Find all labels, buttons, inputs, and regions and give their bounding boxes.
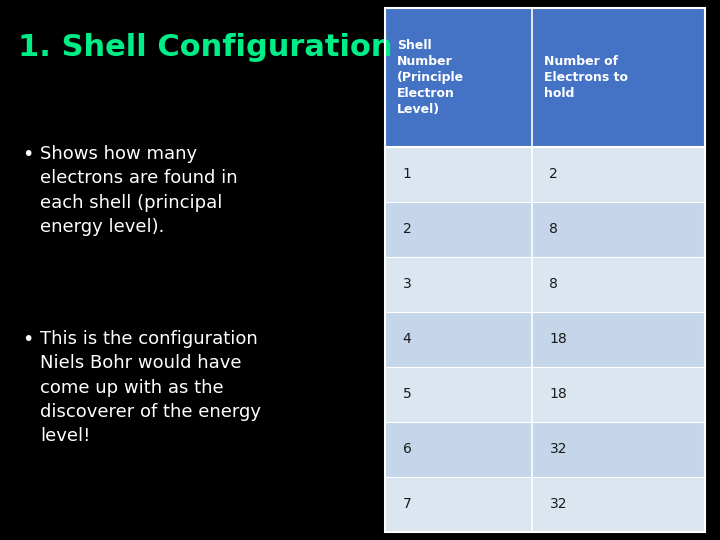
Bar (385, 422, 705, 477)
Bar (385, 147, 705, 202)
Text: 7: 7 (402, 497, 411, 511)
Bar (385, 8, 705, 532)
Text: 6: 6 (402, 442, 412, 456)
Bar (385, 312, 705, 367)
Bar (385, 367, 705, 422)
Bar (385, 257, 705, 312)
Text: 3: 3 (402, 278, 411, 292)
Text: This is the configuration
Niels Bohr would have
come up with as the
discoverer o: This is the configuration Niels Bohr wou… (40, 330, 261, 445)
Text: 1: 1 (402, 167, 412, 181)
Text: •: • (22, 330, 33, 349)
Text: 4: 4 (402, 333, 411, 347)
Text: 2: 2 (549, 167, 558, 181)
Bar (385, 202, 705, 257)
Text: 18: 18 (549, 388, 567, 401)
Text: 2: 2 (402, 222, 411, 237)
Text: 1. Shell Configuration: 1. Shell Configuration (18, 33, 392, 63)
Text: Shell
Number
(Principle
Electron
Level): Shell Number (Principle Electron Level) (397, 39, 464, 116)
Text: 32: 32 (549, 442, 567, 456)
Text: 5: 5 (402, 388, 411, 401)
Text: Number of
Electrons to
hold: Number of Electrons to hold (544, 55, 629, 100)
Text: 32: 32 (549, 497, 567, 511)
Text: Shows how many
electrons are found in
each shell (principal
energy level).: Shows how many electrons are found in ea… (40, 145, 238, 236)
Text: •: • (22, 145, 33, 164)
Text: 18: 18 (549, 333, 567, 347)
Text: 8: 8 (549, 222, 558, 237)
Bar (385, 8, 705, 147)
Bar (385, 477, 705, 532)
Text: 8: 8 (549, 278, 558, 292)
